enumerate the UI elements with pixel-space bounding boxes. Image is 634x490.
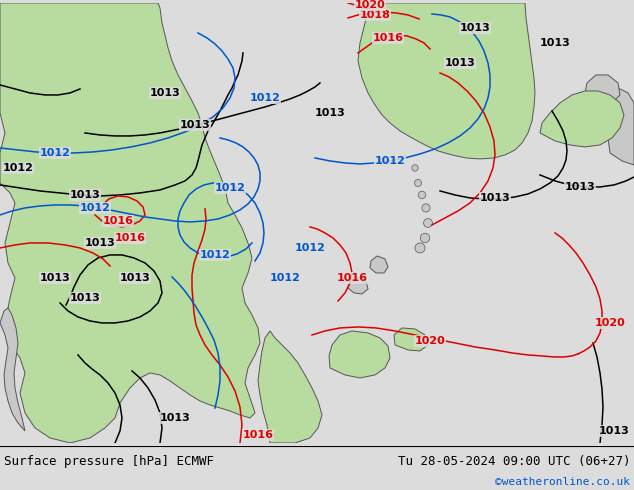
Text: Surface pressure [hPa] ECMWF: Surface pressure [hPa] ECMWF	[4, 455, 214, 468]
Text: 1013: 1013	[444, 58, 476, 68]
Text: 1013: 1013	[70, 190, 100, 200]
Text: 1018: 1018	[359, 10, 391, 20]
Polygon shape	[606, 88, 634, 165]
Text: 1012: 1012	[214, 183, 245, 193]
Polygon shape	[0, 308, 25, 431]
Text: 1013: 1013	[70, 293, 100, 303]
Polygon shape	[329, 331, 390, 378]
Text: 1012: 1012	[375, 156, 405, 166]
Circle shape	[418, 191, 426, 199]
Text: 1013: 1013	[598, 426, 630, 436]
Polygon shape	[0, 3, 260, 443]
Text: 1020: 1020	[354, 0, 385, 10]
Polygon shape	[585, 75, 620, 103]
Text: 1013: 1013	[460, 23, 490, 33]
Text: Tu 28-05-2024 09:00 UTC (06+27): Tu 28-05-2024 09:00 UTC (06+27)	[398, 455, 630, 468]
Text: 1020: 1020	[595, 318, 625, 328]
Text: 1016: 1016	[115, 233, 145, 243]
Polygon shape	[348, 277, 368, 294]
Text: 1013: 1013	[179, 120, 210, 130]
Text: 1013: 1013	[39, 273, 70, 283]
Text: 1013: 1013	[160, 413, 190, 423]
Circle shape	[415, 179, 422, 187]
Polygon shape	[370, 256, 388, 273]
Text: 1016: 1016	[337, 273, 368, 283]
Circle shape	[412, 165, 418, 171]
Polygon shape	[258, 331, 322, 443]
Text: 1012: 1012	[250, 93, 280, 103]
Text: 1012: 1012	[3, 163, 34, 173]
Text: 1016: 1016	[242, 430, 273, 440]
Circle shape	[422, 204, 430, 212]
Text: 1013: 1013	[540, 38, 571, 48]
Polygon shape	[540, 91, 624, 147]
Circle shape	[424, 219, 432, 227]
Text: 1012: 1012	[295, 243, 325, 253]
Polygon shape	[394, 328, 428, 351]
Text: 1012: 1012	[269, 273, 301, 283]
Text: 1013: 1013	[480, 193, 510, 203]
Text: 1012: 1012	[200, 250, 230, 260]
Text: 1012: 1012	[39, 148, 70, 158]
Text: 1013: 1013	[314, 108, 346, 118]
Text: 1013: 1013	[120, 273, 150, 283]
Circle shape	[420, 233, 430, 243]
Circle shape	[415, 243, 425, 253]
Polygon shape	[358, 3, 535, 159]
Text: 1013: 1013	[84, 238, 115, 248]
Text: 1016: 1016	[103, 216, 134, 226]
Text: 1020: 1020	[415, 336, 445, 346]
Text: 1012: 1012	[79, 203, 110, 213]
Text: 1013: 1013	[565, 182, 595, 192]
Text: ©weatheronline.co.uk: ©weatheronline.co.uk	[495, 477, 630, 487]
Text: 1013: 1013	[150, 88, 181, 98]
Text: 1016: 1016	[373, 33, 403, 43]
